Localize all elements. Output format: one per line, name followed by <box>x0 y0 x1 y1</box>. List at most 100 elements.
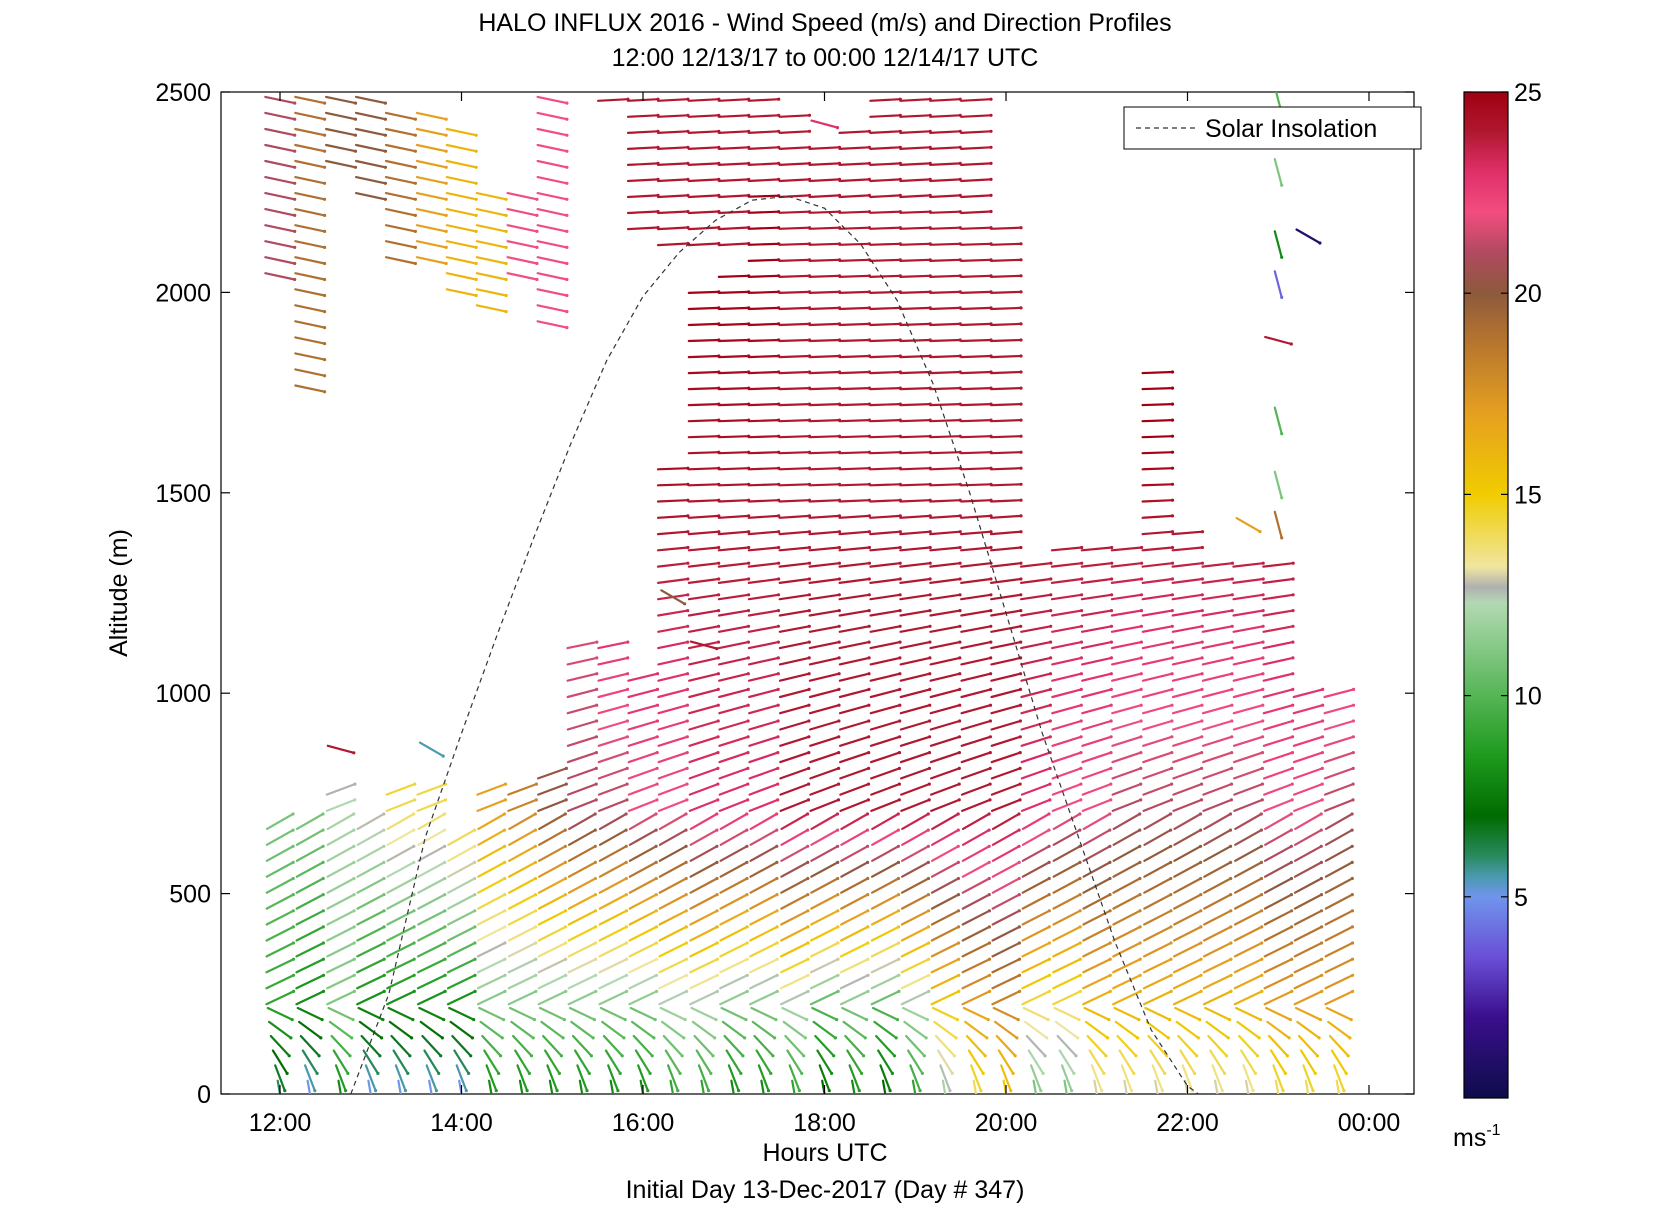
wind-barb <box>1234 812 1263 831</box>
wind-barb <box>929 370 962 375</box>
wind-barb <box>870 990 901 1006</box>
wind-barb-head <box>1049 593 1053 597</box>
wind-barb-head <box>928 735 932 739</box>
wind-barb-head <box>1258 530 1262 534</box>
wind-barb <box>355 192 387 201</box>
wind-barb-head <box>444 229 448 233</box>
wind-barb-head <box>860 1071 864 1075</box>
wind-barb-head <box>989 209 993 214</box>
wind-barb-head <box>1138 957 1142 961</box>
wind-barb <box>960 672 992 682</box>
wind-barb-head <box>1048 735 1052 739</box>
wind-barb <box>656 194 690 199</box>
wind-barb-head <box>897 989 901 994</box>
wind-barb-head <box>504 261 508 266</box>
wind-barb-head <box>989 177 993 181</box>
wind-barb <box>687 562 720 568</box>
wind-barb <box>664 1049 682 1075</box>
wind-barb-head <box>1019 258 1023 262</box>
wind-barb <box>1020 719 1052 731</box>
wind-barb-head <box>382 989 386 994</box>
wind-barb-head <box>1017 941 1022 945</box>
wind-barb <box>264 143 296 153</box>
wind-barb <box>960 688 992 699</box>
wind-barb-head <box>1259 828 1263 832</box>
wind-barb <box>536 256 569 265</box>
wind-barb-head <box>957 989 961 994</box>
wind-barb <box>274 1064 286 1092</box>
wind-barb-head <box>1019 466 1023 470</box>
wind-barb <box>780 925 810 942</box>
wind-barb-head <box>1019 242 1023 246</box>
wind-barb <box>597 688 629 699</box>
wind-barb <box>814 1034 835 1057</box>
wind-barb <box>1080 562 1113 568</box>
wind-barb <box>417 941 447 958</box>
wind-barb-head <box>625 735 630 739</box>
wind-barb <box>717 387 750 391</box>
wind-barb-head <box>594 973 598 977</box>
wind-barb-head <box>800 1071 804 1075</box>
wind-barb <box>1082 828 1111 846</box>
wind-barb-head <box>775 941 779 945</box>
wind-barb <box>718 798 749 813</box>
wind-barb <box>658 828 688 846</box>
wind-barb-head <box>291 860 295 865</box>
wind-barb-head <box>1016 1018 1020 1022</box>
wind-barb-head <box>987 844 991 848</box>
wind-barb <box>479 1020 504 1040</box>
wind-barb-head <box>865 812 870 816</box>
wind-barb <box>1019 593 1052 601</box>
wind-barb-head <box>807 113 812 117</box>
wind-barb <box>328 1020 353 1040</box>
wind-barb <box>778 704 811 715</box>
wind-barb <box>1234 1006 1262 1021</box>
wind-barb-head <box>957 766 961 771</box>
wind-barb <box>658 974 688 990</box>
wind-barb-head <box>443 989 447 994</box>
wind-barb-head <box>682 1036 686 1040</box>
wind-barb-head <box>1170 545 1175 550</box>
wind-barb <box>869 609 902 617</box>
wind-barb <box>362 1049 379 1075</box>
wind-barb-head <box>535 261 539 266</box>
wind-barb-head <box>413 261 417 266</box>
wind-barb <box>687 306 720 311</box>
wind-barb-head <box>412 989 416 994</box>
wind-barb-head <box>797 1089 802 1093</box>
wind-barb <box>747 146 780 150</box>
wind-barb-head <box>715 893 719 897</box>
wind-barb-head <box>1015 1036 1019 1040</box>
wind-barb-head <box>950 1071 954 1075</box>
wind-barb-head <box>352 860 356 865</box>
wind-barb-head <box>473 876 477 881</box>
wind-barb-head <box>1108 957 1112 961</box>
wind-barb <box>1184 1079 1189 1094</box>
wind-barb <box>626 226 660 231</box>
wind-barb-head <box>898 719 902 723</box>
wind-barb-head <box>685 687 690 692</box>
wind-barb-head <box>323 358 327 362</box>
wind-barb-head <box>1259 844 1263 848</box>
wind-barb-head <box>988 703 993 707</box>
wind-barb-head <box>1230 624 1234 628</box>
wind-barb <box>959 290 993 294</box>
wind-barb <box>869 274 902 278</box>
wind-barb <box>1111 735 1143 747</box>
wind-barb <box>355 159 387 169</box>
wind-barb-head <box>1138 989 1142 994</box>
wind-barb <box>748 990 779 1006</box>
wind-barb-head <box>1017 909 1021 913</box>
wind-barb-head <box>895 1018 900 1022</box>
wind-barb-head <box>1018 798 1022 802</box>
wind-barb-head <box>746 751 750 755</box>
wind-barb <box>747 577 780 585</box>
wind-barb <box>1293 877 1323 894</box>
wind-barb <box>602 1034 624 1057</box>
wind-barb-head <box>743 1036 747 1040</box>
wind-barb-head <box>1291 672 1295 676</box>
wind-barb <box>778 194 811 199</box>
wind-barb-head <box>928 530 932 534</box>
wind-barb-head <box>1253 1071 1257 1075</box>
wind-barb <box>991 974 1021 990</box>
